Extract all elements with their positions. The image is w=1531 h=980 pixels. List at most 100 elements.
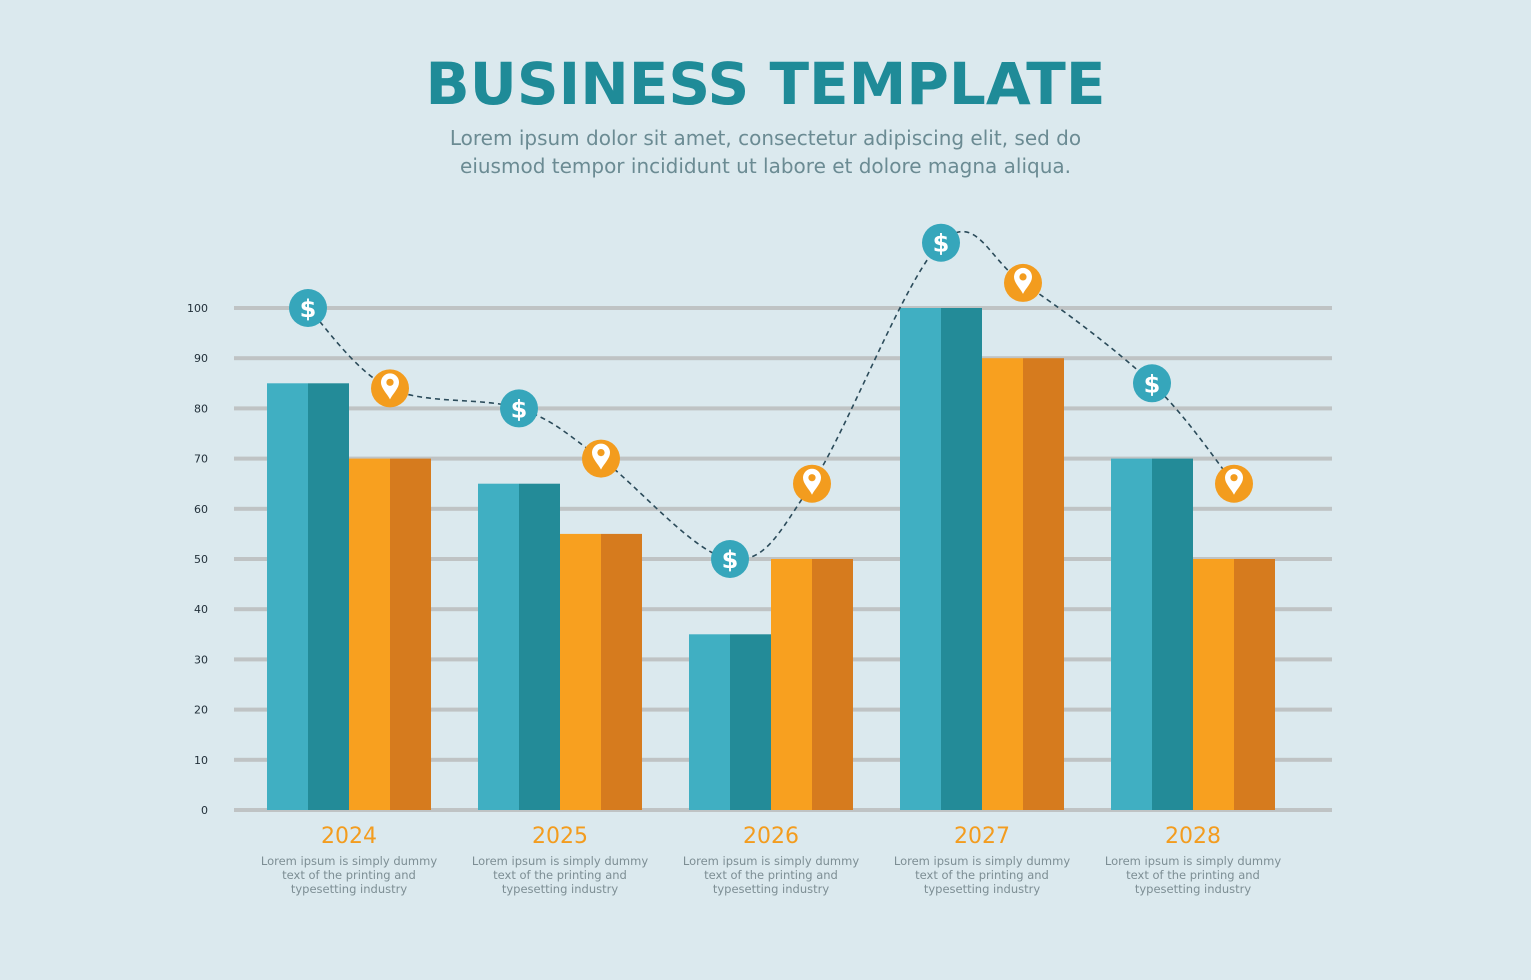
location-pin-icon	[1215, 464, 1253, 503]
category-description: typesetting industry	[502, 882, 619, 896]
bar	[560, 533, 642, 810]
gridline	[234, 306, 1332, 310]
trend-line	[307, 230, 1235, 561]
bar	[1193, 559, 1275, 810]
gridline	[234, 406, 1332, 411]
gridline	[234, 456, 1332, 461]
y-tick-label: 90	[194, 352, 208, 365]
bar-face-dark	[308, 383, 349, 810]
bar-face-dark	[1152, 458, 1193, 810]
page-title: BUSINESS TEMPLATE	[425, 50, 1106, 118]
y-tick-label: 70	[194, 453, 208, 466]
dollar-glyph: $	[933, 230, 950, 258]
subtitle-line-2: eiusmod tempor incididunt ut labore et d…	[460, 154, 1071, 178]
pin-shape	[803, 468, 821, 495]
dollar-icon: $	[1133, 364, 1171, 403]
bar	[689, 634, 771, 810]
pin-hole	[386, 378, 394, 386]
category-description: Lorem ipsum is simply dummy	[472, 854, 648, 868]
pin-hole	[1019, 273, 1027, 281]
bar-face-dark	[390, 458, 431, 810]
bar-face-dark	[941, 308, 982, 810]
bar-face-dark	[730, 634, 771, 810]
pin-hole	[1230, 474, 1238, 482]
dollar-glyph: $	[511, 395, 528, 423]
bar	[900, 308, 982, 810]
dollar-glyph: $	[722, 546, 739, 574]
dollar-glyph: $	[300, 295, 317, 323]
marker-circle	[711, 540, 749, 578]
bar-face-light	[900, 308, 941, 810]
bar	[349, 458, 431, 810]
y-tick-label: 50	[194, 553, 208, 566]
bar-face-dark	[601, 533, 642, 810]
x-tick-label: 2026	[743, 824, 799, 849]
location-pin-icon	[793, 464, 831, 503]
bars	[267, 308, 1275, 810]
category-description: Lorem ipsum is simply dummy	[261, 854, 437, 868]
pin-hole	[808, 474, 816, 482]
bar-face-dark	[812, 559, 853, 810]
bar-face-light	[1111, 458, 1152, 810]
line-markers: $ $ $ $ $	[289, 223, 1253, 578]
y-tick-label: 20	[194, 704, 208, 717]
subtitle-line-1: Lorem ipsum dolor sit amet, consectetur …	[449, 126, 1082, 150]
dollar-icon: $	[711, 540, 749, 578]
bar-face-light	[267, 383, 308, 810]
bar	[982, 358, 1064, 810]
bar-face-dark	[1234, 559, 1275, 810]
y-tick-label: 30	[194, 653, 208, 666]
category-description: text of the printing and	[493, 868, 627, 882]
y-tick-label: 100	[187, 302, 208, 315]
dollar-glyph: $	[1144, 370, 1161, 398]
bar-face-light	[689, 634, 730, 810]
bar-face-light	[1193, 559, 1234, 810]
category-description: typesetting industry	[291, 882, 408, 896]
x-tick-label: 2027	[954, 824, 1010, 849]
dollar-icon: $	[500, 389, 538, 428]
bar-face-light	[771, 559, 812, 810]
category-description: text of the printing and	[1126, 868, 1260, 882]
bar	[1111, 458, 1193, 810]
bar	[478, 483, 560, 810]
category-description: typesetting industry	[924, 882, 1041, 896]
y-tick-label: 10	[194, 754, 208, 767]
pin-hole	[597, 449, 605, 457]
category-description: typesetting industry	[713, 882, 830, 896]
category-description: text of the printing and	[915, 868, 1049, 882]
category-description: text of the printing and	[282, 868, 416, 882]
x-tick-label: 2028	[1165, 824, 1221, 849]
category-description: text of the printing and	[704, 868, 838, 882]
pin-shape	[592, 443, 610, 470]
dollar-icon: $	[289, 289, 327, 327]
bar-face-dark	[519, 483, 560, 810]
category-description: Lorem ipsum is simply dummy	[894, 854, 1070, 868]
y-tick-label: 60	[194, 503, 208, 516]
location-pin-icon	[1004, 263, 1042, 302]
gridline	[234, 356, 1332, 361]
gridline	[234, 506, 1332, 511]
category-description: Lorem ipsum is simply dummy	[1105, 854, 1281, 868]
bar-face-dark	[1023, 358, 1064, 810]
y-tick-label: 80	[194, 402, 208, 415]
pin-shape	[1014, 267, 1032, 294]
category-description: typesetting industry	[1135, 882, 1252, 896]
bar-face-light	[560, 533, 601, 810]
bar-face-light	[349, 458, 390, 810]
dollar-icon: $	[922, 223, 960, 262]
y-tick-label: 40	[194, 603, 208, 616]
bar-face-light	[982, 358, 1023, 810]
marker-circle	[1133, 364, 1171, 403]
location-pin-icon	[582, 439, 620, 478]
bar	[267, 383, 349, 810]
bar-face-light	[478, 483, 519, 810]
bar	[771, 559, 853, 810]
marker-circle	[922, 223, 960, 262]
x-tick-label: 2025	[532, 824, 588, 849]
pin-shape	[381, 373, 399, 400]
category-description: Lorem ipsum is simply dummy	[683, 854, 859, 868]
pin-shape	[1225, 468, 1243, 495]
y-tick-label: 0	[201, 804, 208, 817]
